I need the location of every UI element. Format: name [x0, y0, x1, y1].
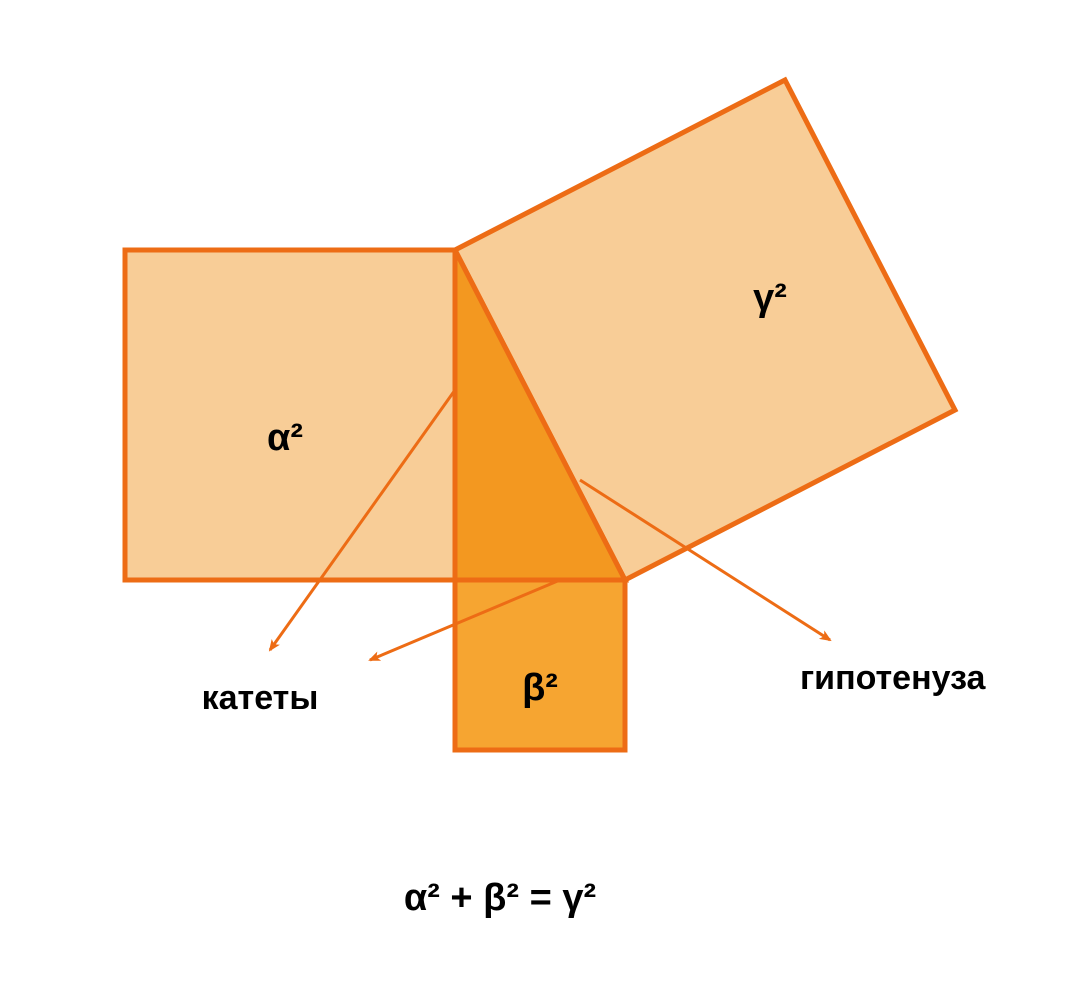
- label-beta: β²: [522, 667, 558, 709]
- label-alpha: α²: [267, 417, 303, 459]
- square-beta: [455, 580, 625, 750]
- label-formula: α² + β² = γ²: [404, 877, 596, 919]
- label-hypotenuse: гипотенуза: [800, 659, 987, 697]
- square-alpha: [125, 250, 455, 580]
- label-legs: катеты: [202, 679, 319, 717]
- label-gamma: γ²: [753, 277, 787, 319]
